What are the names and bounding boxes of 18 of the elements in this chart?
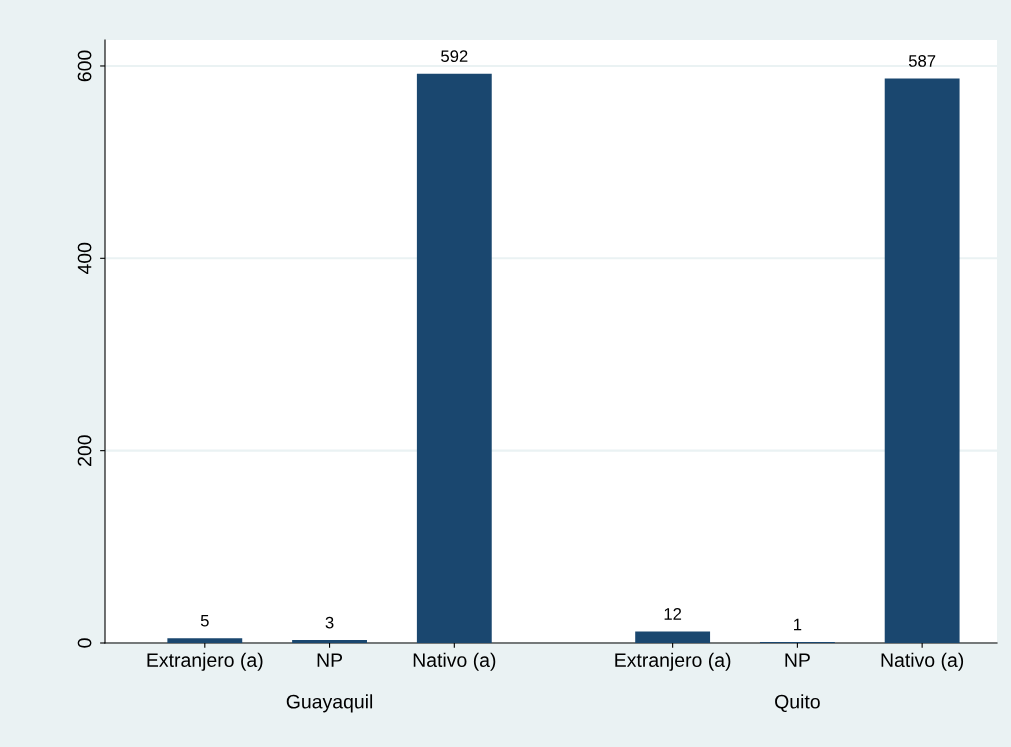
y-tick-label: 600 xyxy=(77,50,92,82)
y-tick-label: 200 xyxy=(77,435,92,466)
data-label: 3 xyxy=(325,616,334,629)
data-label: 12 xyxy=(664,608,682,620)
x-tick-label: NP xyxy=(317,653,343,667)
y-tick-label: 400 xyxy=(77,242,92,275)
x-tick-label: Extranjero (a) xyxy=(147,652,263,671)
x-tick-label: NP xyxy=(785,653,810,667)
data-label: 587 xyxy=(908,55,936,67)
text: Quito xyxy=(775,694,820,713)
data-label: 5 xyxy=(200,614,209,627)
data-label: 1 xyxy=(794,618,802,631)
x-tick-label: Nativo (a) xyxy=(413,652,496,671)
x-tick-label: Extranjero (a) xyxy=(615,652,731,671)
data-label: 592 xyxy=(441,50,468,63)
x-tick-label: Nativo (a) xyxy=(881,652,964,671)
y-tick-label: 0 xyxy=(77,638,92,648)
text: Guayaquil xyxy=(286,694,373,713)
